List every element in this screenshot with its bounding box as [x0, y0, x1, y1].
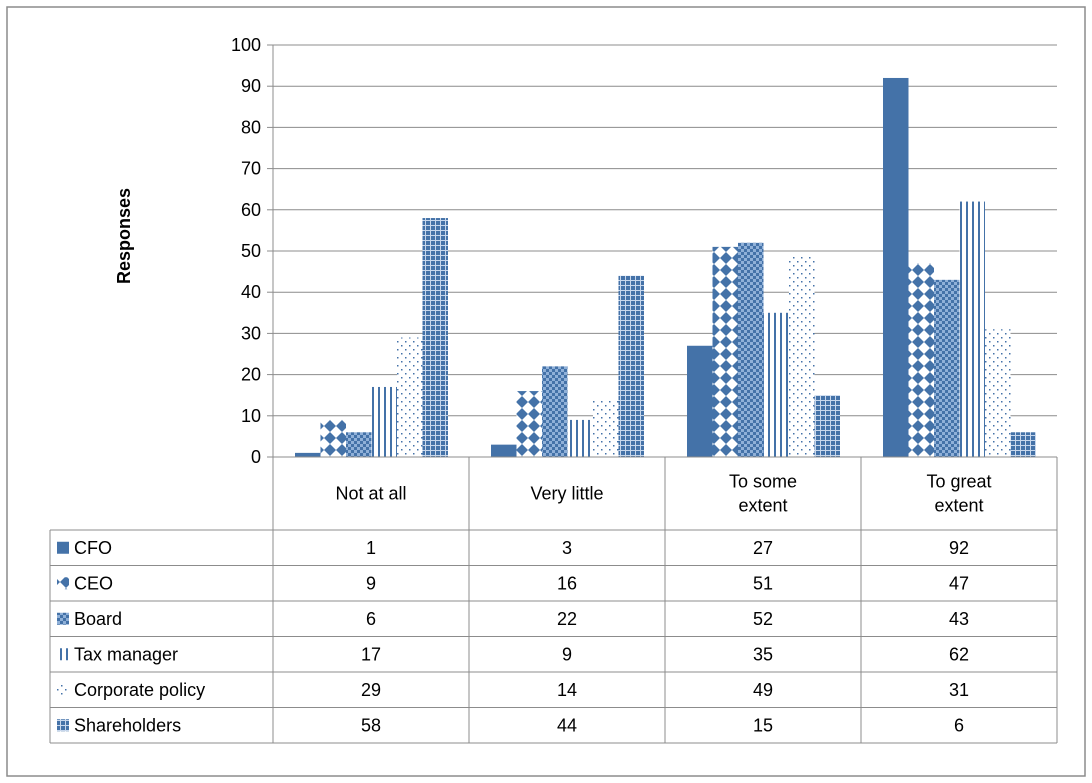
y-tick-label: 20 — [241, 365, 261, 385]
data-label: 52 — [753, 609, 773, 629]
y-tick-label: 80 — [241, 117, 261, 137]
legend-key — [57, 541, 69, 554]
data-label: 14 — [557, 680, 577, 700]
y-tick-label: 0 — [251, 447, 261, 467]
y-axis-ticks: 0 10 20 30 40 50 60 70 80 90 100 — [231, 35, 261, 467]
legend-label: Corporate policy — [74, 680, 205, 700]
y-tick-label: 50 — [241, 241, 261, 261]
x-tick-label: To some extent — [729, 472, 797, 516]
data-label: 16 — [557, 573, 577, 593]
data-label: 44 — [557, 715, 577, 735]
data-label: 6 — [954, 715, 964, 735]
bar-cfo: CFO: 1 — [295, 452, 321, 457]
bar-ceo: CEO: 16 — [516, 391, 542, 457]
bar-cfo: CFO: 92 — [883, 77, 909, 458]
data-label: 92 — [949, 538, 969, 558]
data-label: 3 — [562, 538, 572, 558]
data-label: 9 — [562, 644, 572, 664]
data-label: 29 — [361, 680, 381, 700]
data-label: 22 — [557, 609, 577, 629]
bar-board: Board: 43 — [934, 279, 960, 457]
data-label: 51 — [753, 573, 773, 593]
data-label: 47 — [949, 573, 969, 593]
data-label: 6 — [366, 609, 376, 629]
bar-corporate-policy: Corporate policy: 31 — [985, 329, 1011, 457]
y-tick-label: 10 — [241, 406, 261, 426]
bars: CFO: 1 CFO: 3 CFO: 27 CFO: 92 CEO: 9 CEO: 16 C… — [295, 77, 1036, 458]
y-tick-label: 70 — [241, 159, 261, 179]
data-label: 15 — [753, 715, 773, 735]
bar-shareholders: Shareholders: 44 — [618, 275, 644, 457]
x-tick-label: To great extent — [926, 472, 991, 516]
y-tick-label: 100 — [231, 35, 261, 55]
y-tick-label: 60 — [241, 200, 261, 220]
bar-tax-manager: Tax manager: 35 — [763, 312, 789, 457]
bar-ceo: CEO: 47 — [908, 263, 934, 457]
data-table: Not at all Very little To some extent To gre… — [49, 456, 1058, 744]
data-label: 43 — [949, 609, 969, 629]
y-tick-label: 30 — [241, 323, 261, 343]
legend-key — [57, 612, 69, 625]
data-label: 49 — [753, 680, 773, 700]
bar-corporate-policy: Corporate policy: 49 — [789, 255, 815, 457]
bar-ceo: CEO: 9 — [320, 419, 346, 457]
y-tick-label: 40 — [241, 282, 261, 302]
data-label: 9 — [366, 573, 376, 593]
bar-cfo: CFO: 27 — [687, 345, 713, 457]
bar-corporate-policy: Corporate policy: 29 — [397, 337, 423, 457]
bar-tax-manager: Tax manager: 62 — [959, 201, 985, 457]
bar-ceo: CEO: 51 — [712, 246, 738, 457]
bar-shareholders: Shareholders: 6 — [1010, 432, 1036, 457]
data-label: 31 — [949, 680, 969, 700]
data-label: 1 — [366, 538, 376, 558]
x-tick-label: Very little — [530, 484, 603, 504]
legend-key — [57, 648, 69, 661]
bar-board: Board: 52 — [738, 242, 764, 457]
bar-shareholders: Shareholders: 58 — [422, 218, 448, 457]
data-label: 27 — [753, 538, 773, 558]
legend-label: Shareholders — [74, 715, 181, 735]
legend-key — [57, 719, 69, 732]
bar-board: Board: 22 — [542, 366, 568, 457]
data-label: 58 — [361, 715, 381, 735]
bar-tax-manager: Tax manager: 17 — [371, 386, 397, 457]
y-tick-label: 90 — [241, 76, 261, 96]
y-axis-label: Responses — [114, 188, 134, 284]
legend-label: CEO — [74, 573, 113, 593]
bar-tax-manager: Tax manager: 9 — [567, 419, 593, 457]
legend-label: Board — [74, 609, 122, 629]
bar-corporate-policy: Corporate policy: 14 — [593, 399, 619, 457]
bar-board: Board: 6 — [346, 432, 372, 457]
bar-cfo: CFO: 3 — [491, 444, 517, 457]
legend-label: CFO — [74, 538, 112, 558]
legend-key — [57, 577, 69, 590]
bar-shareholders: Shareholders: 15 — [814, 395, 840, 457]
legend-label: Tax manager — [74, 644, 178, 664]
data-label: 35 — [753, 644, 773, 664]
data-label: 62 — [949, 644, 969, 664]
legend-key — [57, 683, 69, 696]
data-label: 17 — [361, 644, 381, 664]
x-tick-label: Not at all — [335, 484, 406, 504]
